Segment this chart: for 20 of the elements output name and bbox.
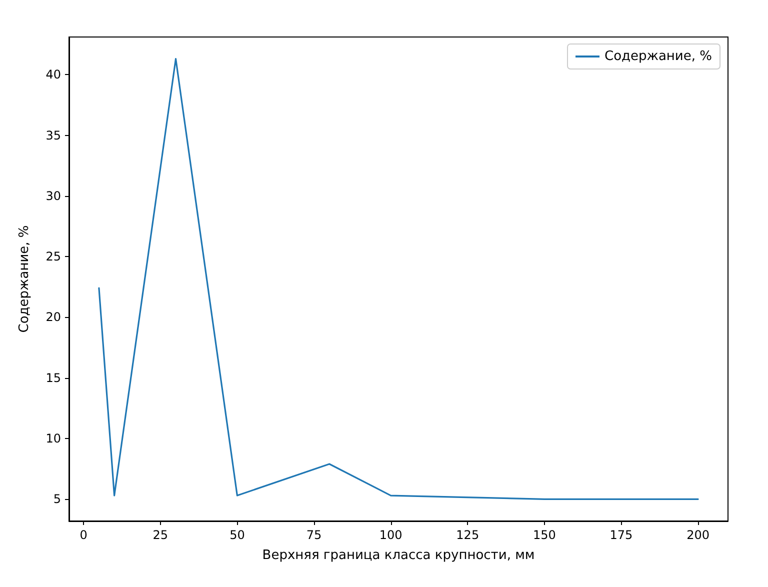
y-tick-label: 15: [46, 370, 61, 385]
y-tick-label: 30: [46, 188, 61, 203]
y-tick-label: 20: [46, 310, 61, 324]
x-tick-label: 25: [152, 528, 168, 542]
x-axis-title: Верхняя граница класса крупности, мм: [262, 548, 535, 563]
y-tick-label: 35: [46, 128, 61, 142]
x-tick-label: 100: [379, 528, 402, 542]
x-tick-label: 200: [686, 528, 710, 542]
y-tick-label: 40: [46, 68, 61, 82]
y-tick-label: 5: [53, 492, 61, 506]
x-tick-label: 150: [532, 528, 556, 542]
x-tick-label: 125: [456, 528, 480, 542]
legend-label: Содержание, %: [604, 49, 712, 64]
x-tick-label: 75: [306, 528, 322, 542]
x-tick-label: 0: [80, 528, 88, 542]
x-tick-label: 50: [230, 528, 245, 542]
y-axis-title: Содержание, %: [17, 225, 32, 333]
y-tick-label: 25: [46, 250, 61, 264]
x-tick-label: 175: [610, 528, 633, 542]
y-tick-label: 10: [46, 432, 61, 446]
